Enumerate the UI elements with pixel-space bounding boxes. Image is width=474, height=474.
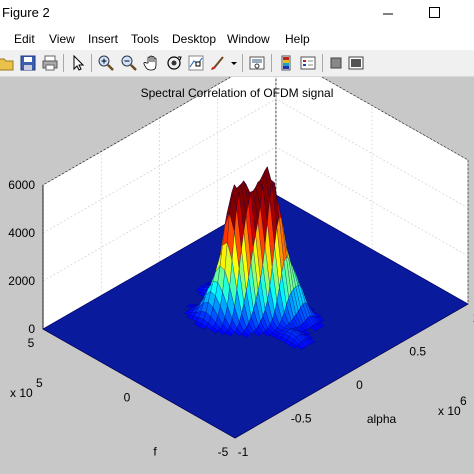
y-exponent-power: 5 — [36, 376, 43, 390]
x-exponent-label: x 10 — [438, 404, 461, 418]
x-tick-label: -0.5 — [291, 412, 312, 426]
x-tick-label: -1 — [238, 445, 249, 459]
x-tick-label: 0 — [356, 378, 363, 392]
x-tick-label: 1 — [473, 311, 474, 325]
surface-patch — [314, 312, 322, 318]
z-tick-label: 4000 — [8, 226, 35, 240]
surface-patch — [302, 330, 311, 335]
menu-help[interactable]: Help — [285, 32, 310, 46]
menu-desktop[interactable]: Desktop — [172, 32, 217, 46]
menu-bar: Edit View Insert Tools Desktop Window He… — [0, 30, 474, 50]
y-tick-label: 0 — [124, 391, 131, 405]
maximize-icon — [429, 7, 440, 18]
y-exponent-label: x 10 — [10, 386, 33, 400]
x-exponent-power: 6 — [460, 394, 467, 408]
z-tick-label: 6000 — [8, 178, 35, 192]
colorbar-icon[interactable] — [276, 53, 296, 73]
open-folder-icon[interactable] — [0, 53, 16, 73]
y-axis-label: f — [153, 445, 157, 459]
menu-window[interactable]: Window — [227, 32, 270, 46]
rotate-3d-icon[interactable] — [164, 53, 184, 73]
save-icon[interactable] — [18, 53, 38, 73]
x-tick-label: 0.5 — [409, 345, 426, 359]
data-cursor-icon[interactable] — [186, 53, 206, 73]
brush-dropdown-icon[interactable] — [227, 53, 247, 73]
minimize-icon — [383, 13, 393, 15]
pointer-icon[interactable] — [68, 53, 88, 73]
window-title: Figure 2 — [2, 5, 50, 20]
surface-mesh — [42, 166, 469, 439]
figure-toolbar — [0, 50, 474, 77]
surface-patch — [307, 338, 316, 343]
surface-plot[interactable]: Spectral Correlation of OFDM signal 0 2000… — [0, 77, 474, 474]
zoom-out-icon[interactable] — [119, 53, 139, 73]
z-gridline — [42, 77, 469, 186]
menu-insert[interactable]: Insert — [88, 32, 119, 46]
window-titlebar: Figure 2 — [0, 0, 474, 30]
menu-tools[interactable]: Tools — [131, 32, 160, 46]
legend-icon[interactable] — [298, 53, 318, 73]
z-tick-label: 0 — [28, 322, 35, 336]
zoom-in-icon[interactable] — [96, 53, 116, 73]
chart-title: Spectral Correlation of OFDM signal — [141, 86, 334, 100]
pan-hand-icon[interactable] — [142, 53, 162, 73]
menu-edit[interactable]: Edit — [14, 32, 35, 46]
print-icon[interactable] — [40, 53, 60, 73]
menu-view[interactable]: View — [49, 32, 75, 46]
hide-plot-tools-icon[interactable] — [326, 53, 346, 73]
z-tick-label: 2000 — [8, 274, 35, 288]
show-plot-tools-icon[interactable] — [346, 53, 366, 73]
maximize-button[interactable] — [412, 0, 456, 26]
surface-patch — [316, 316, 325, 322]
y-tick-label: -5 — [218, 445, 229, 459]
surface-patch — [316, 322, 325, 328]
link-plot-icon[interactable] — [247, 53, 267, 73]
y-tick-label: 5 — [28, 336, 35, 350]
x-axis-label: alpha — [367, 412, 397, 426]
brush-icon[interactable] — [208, 53, 228, 73]
surface-patch — [305, 334, 314, 339]
minimize-button[interactable] — [366, 0, 410, 26]
axes-labels: Spectral Correlation of OFDM signal 0 2000… — [8, 86, 474, 459]
